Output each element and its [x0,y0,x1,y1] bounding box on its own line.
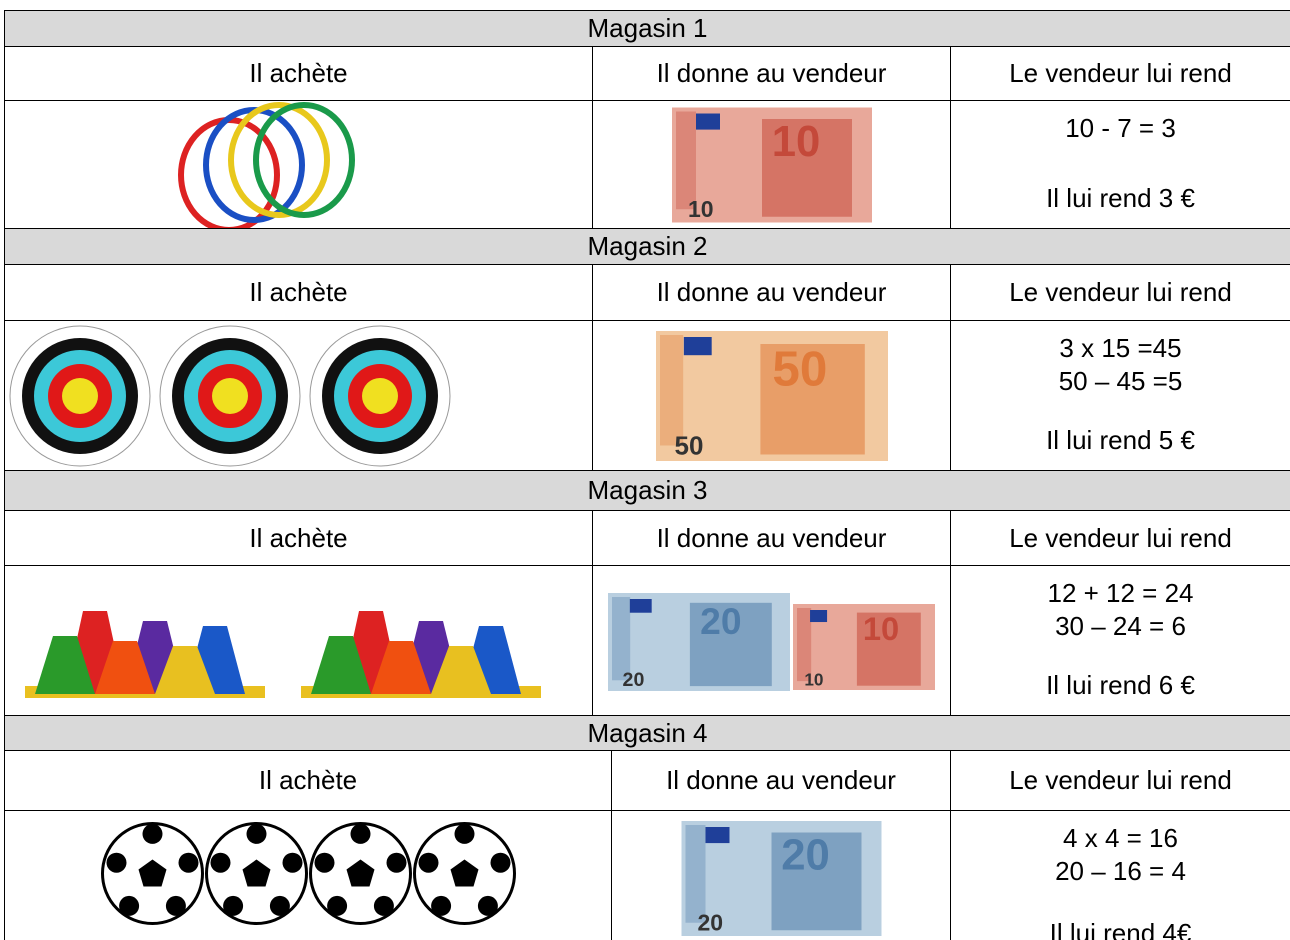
column-header: Il achète [4,46,593,101]
content-cell: 20 20 10 10 [592,565,951,716]
banknote: 10 10 [672,107,872,223]
note-value: 20 [698,909,724,935]
ball-patch [373,895,394,916]
content-cell: 4 x 4 = 16 20 – 16 = 4 Il lui rend 4€ [950,810,1290,940]
ball-patch [431,895,452,916]
ball-patch [477,895,498,916]
column-header: Le vendeur lui rend [950,46,1290,101]
calculation: 3 x 15 =45 [1059,333,1182,363]
ball-patch [386,852,407,873]
calculation: 20 – 16 = 4 [1055,856,1186,886]
shop-title: Magasin 4 [4,715,1290,751]
content-cell: 3 x 15 =45 50 – 45 =5 Il lui rend 5 € [950,320,1290,471]
item-picture [178,102,355,229]
calculation: 12 + 12 = 24 [1047,578,1194,608]
ball-patch [327,895,348,916]
content-cell: 50 50 [592,320,951,471]
content-cell: 20 20 [611,810,951,940]
calculation: 30 – 24 = 6 [1055,611,1186,641]
ball-patch [269,895,290,916]
ball-patch [490,852,511,873]
content-cell [4,320,593,471]
change-result: Il lui rend 6 € [1046,670,1195,700]
column-header: Il achète [4,510,593,566]
ball-patch [346,859,375,887]
cone [35,636,95,694]
calculation: 4 x 4 = 16 [1063,823,1178,853]
cone [431,646,491,694]
column-header: Il donne au vendeur [592,46,951,101]
column-header: Il donne au vendeur [592,510,951,566]
cone [95,641,155,694]
target [212,378,248,414]
item-picture [101,822,516,925]
ball-patch [418,852,439,873]
ball-patch [450,859,479,887]
column-header: Il donne au vendeur [592,264,951,321]
content-cell [4,565,593,716]
ring [253,102,355,218]
money-picture: 50 50 [656,331,888,461]
content-cell [4,100,593,229]
note-value: 20 [781,830,830,879]
content-cell: 12 + 12 = 24 30 – 24 = 6 Il lui rend 6 € [950,565,1290,716]
content-cell [4,810,612,940]
note-value: 10 [772,117,821,166]
ball-patch [165,895,186,916]
target [362,378,398,414]
ball-patch [242,859,271,887]
note-value: 10 [688,196,714,222]
cone [155,646,215,694]
note-value: 10 [863,610,899,647]
ball-patch [246,823,267,844]
shop-title: Magasin 3 [4,470,1290,511]
money-picture: 10 10 [672,107,872,223]
ball-patch [119,895,140,916]
column-header: Il achète [4,264,593,321]
column-header: Le vendeur lui rend [950,750,1290,811]
column-header: Il donne au vendeur [611,750,951,811]
content-cell: 10 10 [592,100,951,229]
ball-patch [138,859,167,887]
ring [228,102,330,218]
shop-title: Magasin 2 [4,228,1290,265]
ball-patch [350,823,371,844]
ball-patch [314,852,335,873]
target [62,378,98,414]
item-picture [9,325,451,467]
ball-patch [282,852,303,873]
note-value: 50 [675,431,704,461]
ball-patch [178,852,199,873]
change-result: Il lui rend 5 € [1046,425,1195,455]
calculation: 10 - 7 = 3 [1065,113,1176,143]
ball-patch [142,823,163,844]
cone [371,641,431,694]
ball-patch [454,823,475,844]
note-value: 10 [804,670,823,690]
calculation: 50 – 45 =5 [1058,366,1183,396]
banknote: 10 10 [793,604,935,690]
change-result: Il lui rend 3 € [1046,183,1195,213]
note-value: 20 [623,669,645,691]
note-value: 20 [700,600,741,642]
ball-patch [223,895,244,916]
column-header: Le vendeur lui rend [950,510,1290,566]
item-picture [25,611,541,698]
ball-patch [106,852,127,873]
ball-patch [210,852,231,873]
cone [311,636,371,694]
banknote: 50 50 [656,331,888,461]
change-result: Il lui rend 4€ [1049,918,1192,940]
column-header: Le vendeur lui rend [950,264,1290,321]
column-header: Il achète [4,750,612,811]
shop-title: Magasin 1 [4,10,1290,47]
content-cell: 10 - 7 = 3 Il lui rend 3 € [950,100,1290,229]
note-value: 50 [772,342,827,397]
